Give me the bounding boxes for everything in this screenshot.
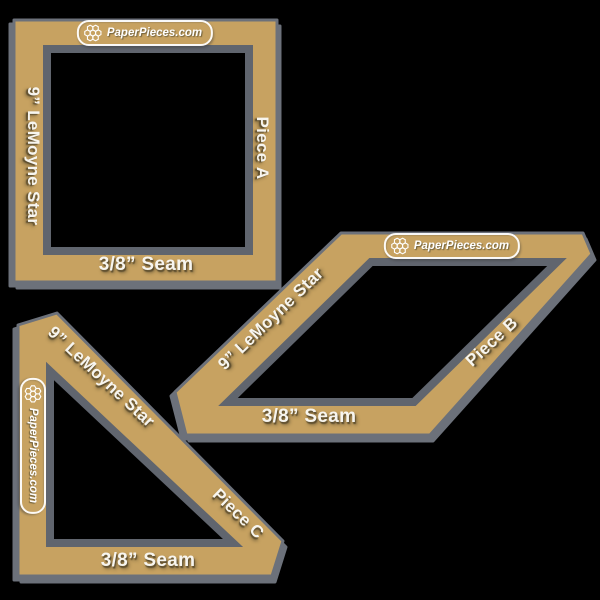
paperpieces-logo-badge: PaperPieces.com [20, 377, 46, 515]
hexagon-flower-icon [24, 385, 42, 403]
template-piece-b [169, 231, 597, 443]
paperpieces-logo-badge: PaperPieces.com [383, 233, 521, 259]
piece-b-seam-label: 3/8” Seam [261, 406, 357, 427]
piece-c-seam-label: 3/8” Seam [100, 550, 196, 571]
brand-name: PaperPieces.com [106, 27, 203, 39]
piece-a-seam-label: 3/8” Seam [98, 254, 194, 275]
piece-b-cutout [218, 258, 567, 406]
template-piece-c [12, 311, 288, 584]
piece-c-cutout [46, 361, 244, 547]
hexagon-flower-icon [391, 237, 409, 255]
paperpieces-logo-badge: PaperPieces.com [76, 20, 214, 46]
brand-name: PaperPieces.com [413, 240, 510, 252]
piece-a-piece-label: Piece A [253, 116, 272, 180]
piece-a-cutout [43, 45, 253, 255]
template-piece-a [8, 18, 282, 290]
piece-a-size-label: 9” LeMoyne Star [24, 86, 43, 226]
brand-name: PaperPieces.com [27, 407, 39, 504]
hexagon-flower-icon [84, 24, 102, 42]
